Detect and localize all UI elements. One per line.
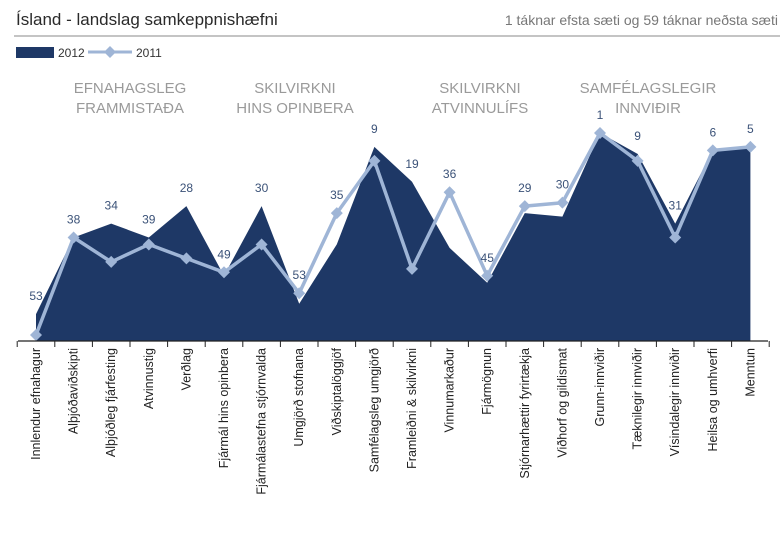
group-label-2-line-0: SKILVIRKNI bbox=[439, 80, 520, 97]
x-axis: Innlendur efnahagur Alþjóðaviðskipti Alþjó… bbox=[16, 340, 770, 495]
x-tick-label: Vísindalegir innviðir bbox=[668, 348, 682, 456]
data-label: 35 bbox=[330, 188, 344, 202]
data-label: 38 bbox=[67, 213, 81, 227]
data-label: 29 bbox=[518, 181, 532, 195]
series-2011-point bbox=[556, 196, 569, 209]
data-label: 45 bbox=[481, 251, 495, 265]
series-2011-point bbox=[142, 238, 155, 251]
group-label-1-line-1: HINS OPINBERA bbox=[236, 100, 354, 117]
data-label: 30 bbox=[255, 181, 269, 195]
group-label-0-line-1: FRAMMISTAÐA bbox=[76, 100, 184, 117]
chart-subtitle: 1 táknar efsta sæti og 59 táknar neðsta … bbox=[505, 12, 778, 28]
x-tick-label: Heilsa og umhverfi bbox=[706, 348, 720, 452]
x-tick-label: Grunn-innviðir bbox=[593, 348, 607, 427]
group-label-3-line-1: INNVIÐIR bbox=[615, 100, 681, 117]
data-label: 30 bbox=[556, 178, 570, 192]
series-2011-point bbox=[330, 207, 343, 220]
legend-swatch-2012 bbox=[16, 47, 54, 58]
series-2011-point bbox=[443, 186, 456, 199]
series-2011-point bbox=[30, 329, 42, 341]
data-label: 39 bbox=[142, 213, 156, 227]
data-label: 28 bbox=[180, 181, 194, 195]
series-2011-point bbox=[744, 140, 757, 153]
x-tick-label: Fjármál hins opinbera bbox=[217, 348, 231, 468]
x-tick-label: Alþjóðleg fjárfesting bbox=[104, 348, 118, 457]
x-tick-label: Fjármálastefna stjórnvalda bbox=[255, 348, 269, 495]
series-2011-point bbox=[180, 252, 193, 265]
legend-label-2012: 2012 bbox=[58, 46, 85, 60]
data-label: 53 bbox=[293, 268, 307, 282]
group-label-0-line-0: EFNAHAGSLEG bbox=[74, 80, 187, 97]
series-2011-point bbox=[368, 154, 381, 167]
data-label: 9 bbox=[371, 122, 378, 136]
legend-marker-2011 bbox=[104, 46, 116, 58]
data-label: 34 bbox=[105, 199, 119, 213]
x-tick-label: Menntun bbox=[743, 348, 757, 397]
data-label: 5 bbox=[747, 122, 754, 136]
data-label: 9 bbox=[634, 129, 641, 143]
series-2011-line bbox=[34, 131, 751, 336]
legend: 2012 2011 bbox=[16, 46, 162, 60]
data-label: 36 bbox=[443, 167, 457, 181]
data-label: 31 bbox=[669, 199, 683, 213]
data-label: 19 bbox=[405, 157, 419, 171]
series-2011-point bbox=[518, 200, 531, 213]
x-tick-label: Framleiðni & skilvirkni bbox=[405, 348, 419, 469]
x-tick-label: Atvinnustig bbox=[142, 348, 156, 409]
series-2011-point bbox=[293, 287, 306, 300]
x-tick-label: Stjórnarhættir fyrirtækja bbox=[518, 348, 532, 479]
data-label: 49 bbox=[217, 247, 231, 261]
group-label-2-line-1: ATVINNULÍFS bbox=[432, 100, 528, 117]
series-2011-point bbox=[406, 262, 418, 275]
data-label: 6 bbox=[709, 125, 716, 139]
series-2011-point bbox=[67, 231, 80, 244]
x-tick-label: Vinnumarkaður bbox=[443, 348, 457, 433]
group-label-3-line-0: SAMFÉLAGSLEGIR bbox=[580, 80, 717, 97]
x-tick-label: Viðhorf og gildismat bbox=[555, 347, 569, 457]
group-label-1-line-0: SKILVIRKNI bbox=[254, 80, 335, 97]
series-2011-point bbox=[218, 266, 230, 279]
x-tick-label: Verðlag bbox=[179, 348, 193, 390]
series-2011-point bbox=[594, 127, 606, 139]
legend-label-2011: 2011 bbox=[136, 46, 162, 60]
chart-title: Ísland - landslag samkeppnishæfni bbox=[16, 10, 278, 29]
series-2011-point bbox=[255, 238, 268, 251]
group-labels: EFNAHAGSLEG FRAMMISTAÐA SKILVIRKNI HINS OPI… bbox=[74, 80, 717, 117]
series-2011-point bbox=[631, 154, 644, 167]
x-tick-label: Umgjörð stofnana bbox=[292, 348, 306, 447]
series-2011-point bbox=[706, 144, 719, 157]
series-2011-line-layer bbox=[30, 127, 757, 341]
x-tick-label: Tæknilegir innviðir bbox=[631, 348, 645, 449]
data-label: 53 bbox=[29, 289, 43, 303]
series-2011-point bbox=[669, 231, 682, 244]
series-2012-area-layer bbox=[36, 133, 751, 341]
x-tick-label: Fjármögnun bbox=[480, 348, 494, 415]
x-tick-label: Viðskiptalöggjöf bbox=[330, 347, 344, 435]
x-tick-label: Innlendur efnahagur bbox=[29, 348, 43, 460]
x-tick-label: Alþjóðaviðskipti bbox=[67, 348, 81, 434]
series-2011-point bbox=[481, 269, 494, 282]
series-2012-area bbox=[36, 133, 751, 341]
x-tick-label: Samfélagsleg umgjörð bbox=[367, 348, 381, 472]
data-label: 1 bbox=[597, 108, 604, 122]
series-2011-point bbox=[105, 255, 118, 268]
